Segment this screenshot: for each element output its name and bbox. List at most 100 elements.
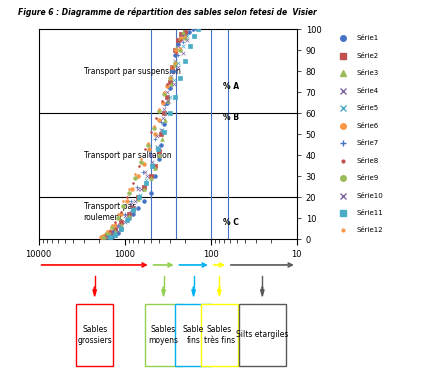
Point xyxy=(140,198,147,204)
Text: Série12: Série12 xyxy=(356,227,383,233)
Point xyxy=(114,230,121,236)
Point xyxy=(106,234,113,240)
Point xyxy=(166,110,173,116)
Text: Transport par
roulement: Transport par roulement xyxy=(84,202,135,222)
Point xyxy=(118,219,125,225)
Point xyxy=(148,152,155,158)
Point xyxy=(132,176,138,181)
Point xyxy=(111,230,118,236)
Point xyxy=(156,106,163,112)
Text: Série6: Série6 xyxy=(356,123,378,128)
Point xyxy=(104,232,111,238)
Point xyxy=(109,230,116,236)
Point xyxy=(172,58,178,64)
Point xyxy=(104,232,111,238)
Point xyxy=(162,117,169,123)
Point xyxy=(125,215,132,221)
Point xyxy=(146,152,153,158)
Point xyxy=(125,186,132,192)
Point xyxy=(106,232,113,238)
Point xyxy=(111,222,118,227)
Point xyxy=(181,58,188,64)
Point xyxy=(134,184,141,190)
Point xyxy=(166,85,173,91)
Point xyxy=(160,110,167,116)
Point xyxy=(131,205,138,210)
Point xyxy=(143,177,150,183)
Point xyxy=(160,92,167,98)
Text: Sables
très fins: Sables très fins xyxy=(204,325,235,344)
Point xyxy=(162,102,169,108)
Point xyxy=(125,213,132,219)
Point xyxy=(141,146,148,152)
Point xyxy=(121,213,128,219)
Text: Figure 6 : Diagramme de répartition des sables selon fetesi de  Visier: Figure 6 : Diagramme de répartition des … xyxy=(18,7,317,17)
Point xyxy=(109,234,116,240)
Text: Série2: Série2 xyxy=(356,53,378,59)
Point xyxy=(178,35,185,41)
Point xyxy=(173,47,180,53)
Point xyxy=(150,125,157,131)
Point xyxy=(118,222,125,227)
Text: % C: % C xyxy=(223,218,239,227)
Point xyxy=(129,211,136,217)
Point xyxy=(160,106,167,112)
Point xyxy=(172,60,178,66)
Point xyxy=(181,35,188,41)
Point xyxy=(158,98,165,104)
Point xyxy=(160,89,167,95)
Point xyxy=(99,234,106,240)
Point xyxy=(160,100,166,106)
Point xyxy=(156,156,163,162)
Point xyxy=(154,144,160,150)
Point xyxy=(147,173,154,179)
Point xyxy=(176,45,183,51)
Point xyxy=(144,142,151,148)
Point xyxy=(154,146,161,152)
Point xyxy=(160,129,167,135)
Point xyxy=(172,60,178,66)
Point xyxy=(123,217,130,223)
Point xyxy=(111,219,118,225)
Point xyxy=(181,31,188,36)
Point xyxy=(132,198,139,204)
Point xyxy=(99,232,106,238)
Point xyxy=(154,144,160,150)
Point xyxy=(121,211,128,217)
Point xyxy=(178,31,185,36)
Point xyxy=(109,228,116,234)
Point xyxy=(135,173,141,179)
Text: Série5: Série5 xyxy=(356,105,378,111)
Point xyxy=(176,75,183,81)
Point xyxy=(156,117,163,123)
Text: Silts etargiles: Silts etargiles xyxy=(236,330,289,339)
Point xyxy=(170,62,177,68)
Point xyxy=(169,64,176,70)
Point xyxy=(109,232,116,238)
Point xyxy=(101,232,108,238)
Point xyxy=(191,33,198,39)
Text: Série7: Série7 xyxy=(356,140,378,146)
Point xyxy=(109,230,116,236)
Point xyxy=(138,159,145,164)
Point xyxy=(156,152,163,158)
Point xyxy=(183,37,190,43)
Point xyxy=(176,47,183,53)
Point xyxy=(120,198,126,204)
Point xyxy=(125,215,132,221)
Text: Série8: Série8 xyxy=(356,158,378,163)
Point xyxy=(149,161,156,167)
Point xyxy=(175,52,181,57)
Point xyxy=(129,186,135,192)
Point xyxy=(118,209,125,215)
Point xyxy=(147,129,154,135)
Point xyxy=(135,197,141,202)
Text: Sables
grossiers: Sables grossiers xyxy=(77,325,112,344)
Point xyxy=(125,211,132,217)
Point xyxy=(104,228,111,234)
Point xyxy=(151,163,158,169)
Point xyxy=(166,79,173,85)
Point xyxy=(128,201,135,206)
Text: Sable
fins: Sable fins xyxy=(183,325,204,344)
Point xyxy=(180,43,187,49)
